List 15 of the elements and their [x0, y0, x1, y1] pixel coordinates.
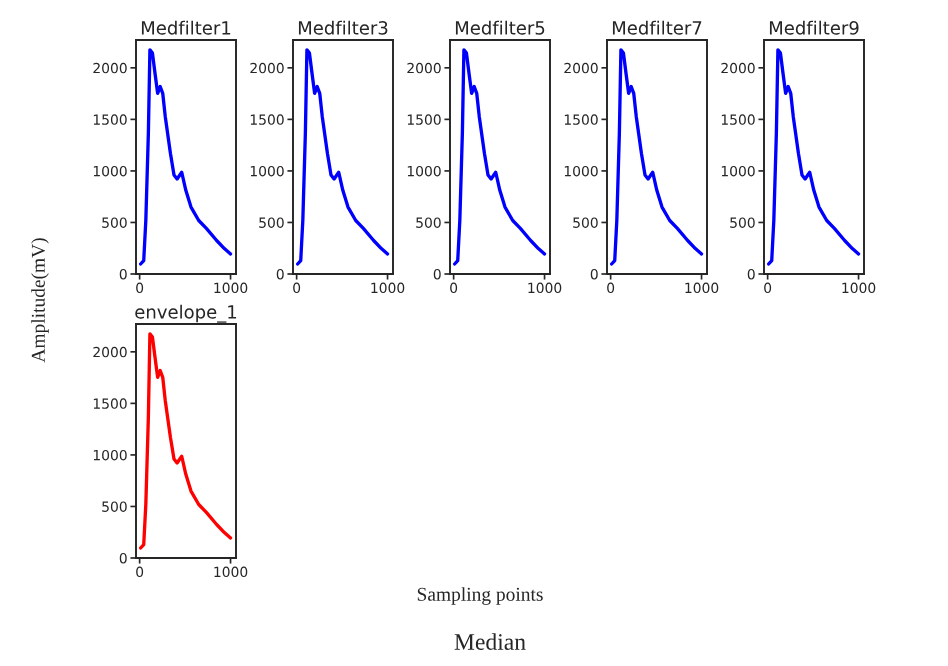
line-series [138, 332, 233, 550]
line-series [295, 48, 390, 266]
chart-title: Medfilter9 [769, 20, 859, 35]
line-series [452, 48, 547, 266]
chart-title: Medfilter7 [612, 20, 702, 35]
chart-title: Medfilter1 [141, 20, 231, 35]
text: Amplitude(mV) [31, 238, 49, 363]
line-series [609, 48, 704, 266]
line-series [766, 48, 861, 266]
chart-title: Medfilter5 [455, 20, 545, 35]
text: Median [454, 633, 526, 650]
text: Sampling points [417, 587, 543, 605]
line-series [138, 48, 233, 266]
chart-title: envelope_1 [135, 304, 237, 323]
chart-title: Medfilter3 [298, 20, 388, 35]
